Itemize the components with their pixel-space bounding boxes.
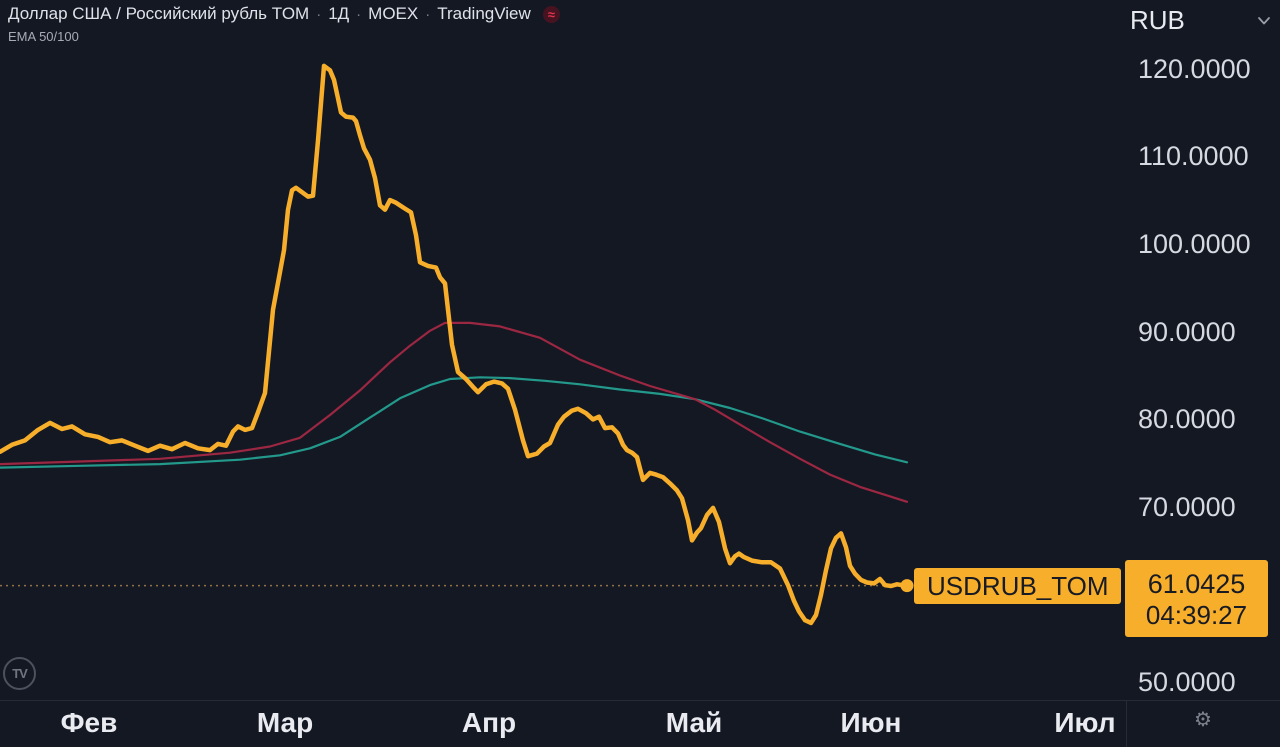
axis-separator-line <box>1126 701 1127 747</box>
price-label-symbol: USDRUB_TOM <box>914 568 1121 604</box>
price-axis-tick: 100.0000 <box>1138 228 1251 259</box>
exchange-label[interactable]: MOEX <box>368 4 419 23</box>
symbol-title-row[interactable]: Доллар США / Российский рубль TOM · 1Д ·… <box>8 4 560 24</box>
time-axis-tick-Мар: Мар <box>256 707 314 738</box>
series-line-ema-100 <box>0 376 909 469</box>
market-status-glyph: ≈ <box>547 6 555 22</box>
price-label-values: 61.0425 04:39:27 <box>1125 560 1268 637</box>
countdown-timer: 04:39:27 <box>1145 599 1248 630</box>
time-axis-tick-Май: Май <box>665 707 723 738</box>
time-axis-tick-Июл: Июл <box>1054 707 1116 738</box>
chevron-down-icon[interactable] <box>1257 13 1271 31</box>
series-line-usdrub_tom <box>0 63 910 626</box>
chart-legend: Доллар США / Российский рубль TOM · 1Д ·… <box>8 4 560 44</box>
settings-gear-icon[interactable]: ⚙ <box>1194 709 1212 731</box>
last-price-value: 61.0425 <box>1147 568 1246 599</box>
price-axis-tick: 80.0000 <box>1138 404 1236 435</box>
price-axis-tick: 90.0000 <box>1138 316 1236 347</box>
separator-dot: · <box>316 5 322 23</box>
interval-label[interactable]: 1Д <box>328 4 350 23</box>
symbol-title[interactable]: Доллар США / Российский рубль TOM <box>8 4 310 23</box>
time-axis-tick-Июн: Июн <box>840 707 902 738</box>
market-status-icon[interactable]: ≈ <box>542 5 560 23</box>
price-axis-tick: 50.0000 <box>1138 667 1236 698</box>
time-axis[interactable]: Фев Мар Апр Май Июн Июл ⚙ <box>0 700 1280 747</box>
separator-dot: · <box>356 5 362 23</box>
price-axis-tick: 110.0000 <box>1138 141 1249 172</box>
time-axis-tick-Фев: Фев <box>60 707 118 738</box>
price-axis-tick: 120.0000 <box>1138 53 1251 84</box>
price-axis-tick: 70.0000 <box>1138 492 1236 523</box>
time-axis-tick-Апр: Апр <box>461 707 517 738</box>
separator-dot: · <box>425 5 431 23</box>
platform-label[interactable]: TradingView <box>437 4 531 23</box>
series-line-ema-50 <box>0 321 909 503</box>
last-price-dot <box>900 579 914 593</box>
tradingview-logo-glyph: TV <box>12 666 28 681</box>
price-axis-currency[interactable]: RUB <box>1130 5 1185 35</box>
tradingview-logo[interactable]: TV <box>3 657 36 690</box>
indicator-legend-ema[interactable]: EMA 50/100 <box>8 29 79 44</box>
